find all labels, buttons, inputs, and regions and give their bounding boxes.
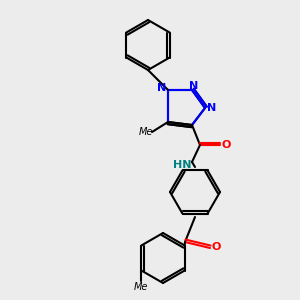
Text: HN: HN [173,160,191,170]
Text: O: O [211,242,221,252]
Text: O: O [221,140,231,150]
Text: Me: Me [134,281,148,292]
Text: Me: Me [139,127,153,137]
Text: N: N [189,81,199,91]
Text: N: N [207,103,217,113]
Text: N: N [158,83,166,93]
